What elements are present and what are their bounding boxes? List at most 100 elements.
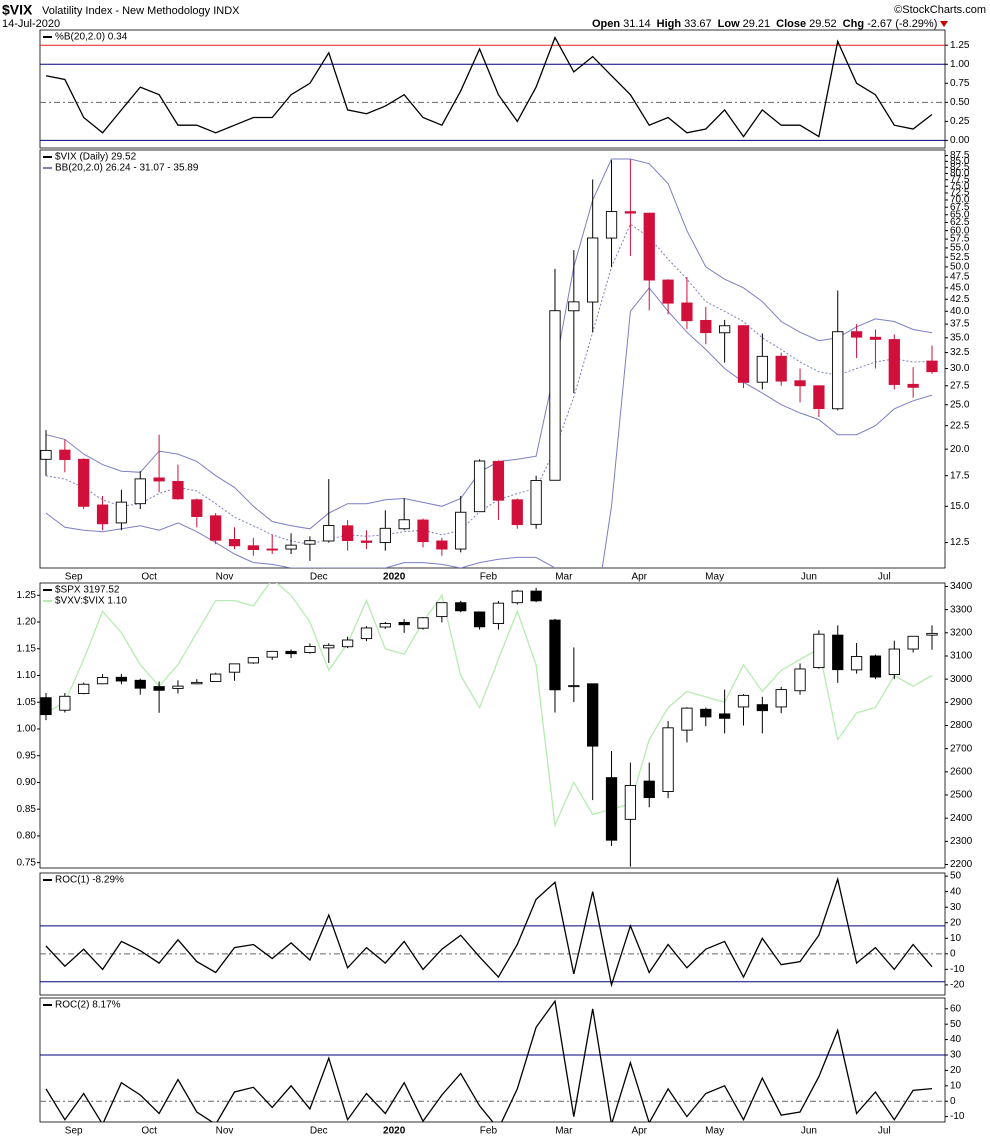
y-tick-label: 30 [950, 902, 962, 913]
x-tick-label: Dec [310, 1126, 328, 1137]
candle-body [436, 540, 448, 550]
quote-label: Close [776, 18, 806, 30]
candle-body [832, 331, 844, 410]
y-tick-label: 20 [950, 1065, 962, 1076]
candle-body [266, 650, 278, 658]
y2-tick-label: 0.80 [17, 831, 37, 842]
panel-frame [39, 29, 946, 149]
candle-body [850, 331, 863, 338]
candle-body [379, 527, 391, 544]
candle-body [832, 634, 844, 671]
x-tick-label: Apr [631, 572, 647, 583]
y-tick-label: 52.5 [950, 252, 970, 263]
candle-body [473, 611, 486, 628]
y-tick-label: 77.5 [950, 174, 970, 185]
y2-tick-label: 1.00 [17, 724, 37, 735]
candle-body [210, 515, 222, 541]
candle-body [888, 339, 900, 385]
y-tick-label: 3400 [950, 581, 973, 592]
y-tick-label: 2500 [950, 790, 973, 801]
y-tick-label: 10 [950, 933, 962, 944]
candle-body [323, 525, 335, 542]
candle-body [907, 383, 919, 388]
candle-body [341, 639, 354, 648]
x-tick-label: Dec [310, 572, 328, 583]
plot-area [40, 158, 938, 568]
candle-body [756, 704, 768, 712]
y-tick-label: 80.0 [950, 168, 970, 179]
candle-body [304, 646, 316, 653]
x-tick-label: Jul [878, 572, 891, 583]
y-tick-label: 0.25 [950, 116, 970, 127]
x-tick-label: Apr [631, 1126, 647, 1137]
candle-body [907, 635, 919, 650]
candle-body [700, 708, 712, 718]
quote-label: Open [592, 18, 620, 30]
y-tick-label: 0.00 [950, 135, 970, 146]
y-tick-label: 2300 [950, 836, 973, 847]
panel-frame [39, 997, 946, 1123]
candle-body [511, 499, 523, 526]
y-tick-label: 2800 [950, 720, 973, 731]
y-tick-label: 50 [950, 871, 962, 882]
y-tick-label: 2200 [950, 859, 973, 870]
candle-body [191, 681, 203, 685]
y-tick-label: 20.0 [950, 444, 970, 455]
candle-body [605, 211, 618, 239]
y-tick-label: 0.50 [950, 97, 970, 108]
candle-body [719, 325, 731, 334]
x-tick-label: Feb [480, 572, 498, 583]
candle-body [436, 602, 448, 618]
symbol: $VIX [2, 2, 33, 18]
candle-body [700, 319, 712, 334]
series-line [45, 583, 933, 828]
legend-label: $VIX (Daily) 29.52 [55, 152, 137, 163]
y2-tick-label: 1.25 [17, 590, 37, 601]
candle-body [926, 632, 938, 636]
candle-body [247, 657, 259, 664]
y-tick-label: 47.5 [950, 272, 970, 283]
plot-area [40, 36, 945, 141]
y2-tick-label: 1.10 [17, 670, 37, 681]
x-tick-label: Jun [801, 572, 817, 583]
candle-body [492, 460, 505, 501]
quote-value: -2.67 (-8.29%) [867, 18, 937, 30]
candle-body [813, 385, 825, 410]
candle-body [398, 519, 410, 530]
candle-body [40, 697, 52, 716]
y-tick-label: 3300 [950, 604, 973, 615]
candle-body [775, 355, 787, 382]
panel-frame [39, 149, 946, 569]
candle-body [530, 590, 542, 602]
y-tick-label: 0.75 [950, 78, 970, 89]
y-tick-label: 3200 [950, 627, 973, 638]
y-tick-label: 37.5 [950, 319, 970, 330]
legend-label: ROC(1) -8.29% [55, 875, 124, 886]
y2-tick-label: 0.75 [17, 857, 37, 868]
candle-body [172, 685, 184, 689]
y-tick-label: 65.0 [950, 209, 970, 220]
candle-body [662, 727, 674, 792]
candle-body [78, 458, 90, 507]
candle-body [681, 707, 693, 731]
candle-body [341, 525, 354, 541]
y-tick-label: 2900 [950, 697, 973, 708]
panel-frame [39, 582, 946, 869]
legend-label: ROC(2) 8.17% [55, 1000, 121, 1011]
x-tick-label: Nov [216, 572, 234, 583]
candle-body [662, 279, 674, 304]
quote-value: 29.21 [743, 18, 771, 30]
y-tick-label: 22.5 [950, 420, 970, 431]
candle-body [530, 480, 542, 525]
series-line [45, 876, 933, 988]
x-tick-label: May [705, 572, 724, 583]
y-tick-label: 42.5 [950, 294, 970, 305]
candle-body [473, 460, 486, 513]
quote-label: Low [718, 18, 740, 30]
band-upper [45, 158, 933, 530]
candle-body [228, 663, 241, 673]
y-tick-label: 2600 [950, 766, 973, 777]
y-tick-label: 3100 [950, 651, 973, 662]
candle-body [228, 538, 241, 547]
y-tick-label: 87.5 [950, 150, 970, 161]
